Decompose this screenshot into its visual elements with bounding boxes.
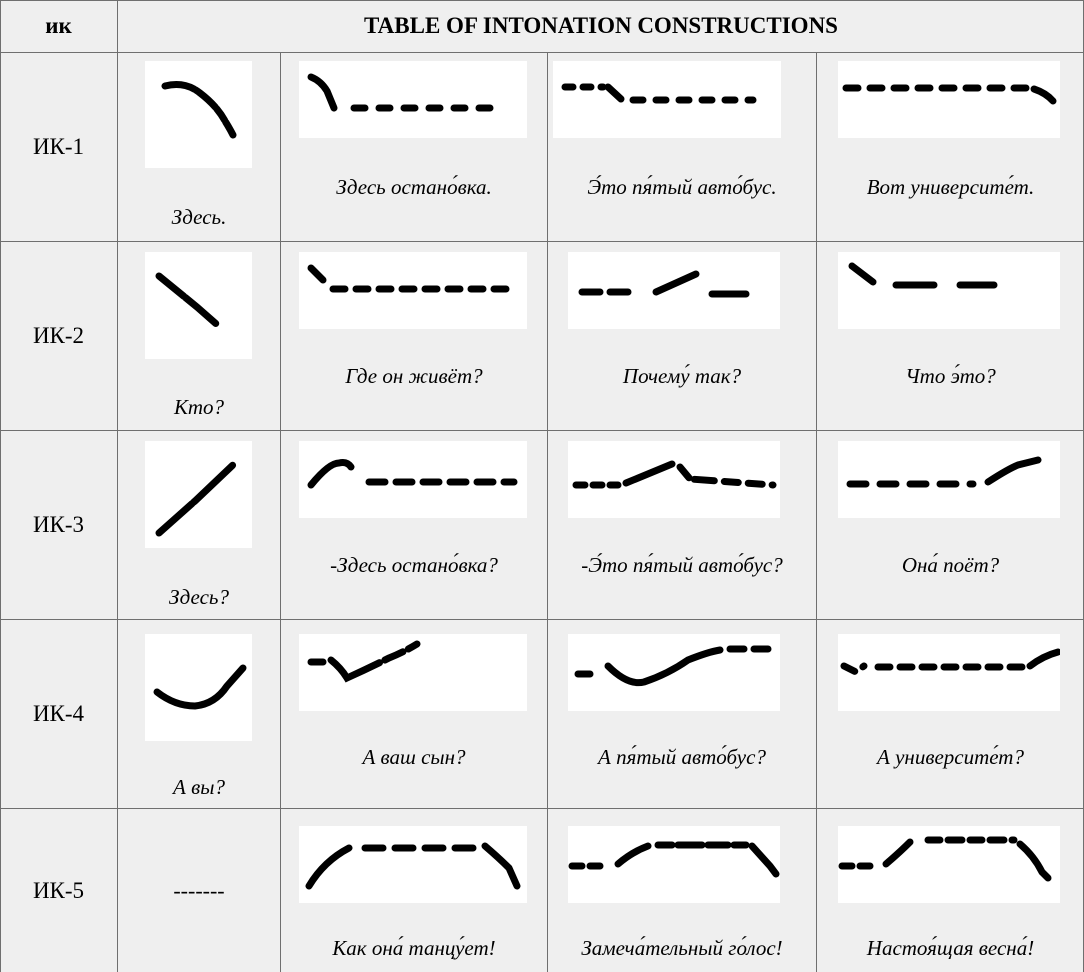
row-label-ik1: ИК-1 xyxy=(32,134,85,159)
example-ik5-1: Как она́ танцу́ет! xyxy=(332,936,496,960)
contour-ik5-ex2 xyxy=(568,826,780,903)
grid-line xyxy=(0,619,1084,620)
example-ik2-1: Где он живёт? xyxy=(345,364,483,388)
contour-ik2-short xyxy=(145,252,252,359)
contour-ik5-ex1 xyxy=(299,826,527,903)
row-label-ik3: ИК-3 xyxy=(32,512,85,537)
contour-ik4-short xyxy=(145,634,252,741)
contour-ik4-ex3 xyxy=(838,634,1060,711)
contour-ik1-short xyxy=(145,61,252,168)
example-ik5-2: Замеча́тельный го́лос! xyxy=(581,936,783,960)
grid-line xyxy=(280,52,281,972)
contour-ik4-ex2 xyxy=(568,634,780,711)
example-ik2-3: Что э́то? xyxy=(905,364,996,388)
example-ik4-3: А университе́т? xyxy=(877,745,1024,769)
contour-ik2-ex2 xyxy=(568,252,780,329)
grid-line xyxy=(0,808,1084,809)
example-ik3-1: -Здесь остано́вка? xyxy=(330,553,498,577)
short-example-ik5: ------- xyxy=(173,878,225,903)
contour-ik1-ex3 xyxy=(838,61,1060,138)
contour-ik4-ex1 xyxy=(299,634,527,711)
contour-ik2-ex3 xyxy=(838,252,1060,329)
grid-line xyxy=(816,52,817,972)
grid-line xyxy=(0,0,1,972)
contour-ik3-ex3 xyxy=(838,441,1060,518)
contour-ik3-ex1 xyxy=(299,441,527,518)
contour-ik1-ex1 xyxy=(299,61,527,138)
corner-header: ик xyxy=(45,13,72,38)
row-label-ik4: ИК-4 xyxy=(32,701,85,726)
example-ik1-1: Здесь остано́вка. xyxy=(336,175,492,199)
row-label-ik5: ИК-5 xyxy=(32,877,85,903)
contour-ik3-ex2 xyxy=(568,441,780,518)
example-ik1-2: Э́то пя́тый авто́бус. xyxy=(587,175,777,199)
grid-line xyxy=(0,0,1084,1)
example-ik3-3: Она́ поёт? xyxy=(901,553,1000,577)
row-label-ik2: ИК-2 xyxy=(32,323,85,348)
example-ik5-3: Настоя́щая весна́! xyxy=(866,936,1035,960)
table-title-header: TABLE OF INTONATION CONSTRUCTIONS xyxy=(364,13,838,38)
grid-line xyxy=(0,52,1084,53)
grid-line xyxy=(117,0,118,972)
contour-ik1-ex2 xyxy=(553,61,781,138)
contour-ik5-ex3 xyxy=(838,826,1060,903)
grid-line xyxy=(0,241,1084,242)
example-ik1-3: Вот университе́т. xyxy=(866,175,1035,199)
short-example-ik3: Здесь? xyxy=(169,585,229,609)
example-ik2-2: Почему́ так? xyxy=(622,364,742,388)
short-example-ik4: А вы? xyxy=(173,775,225,799)
example-ik3-2: -Э́то пя́тый авто́бус? xyxy=(581,553,783,577)
grid-line xyxy=(547,52,548,972)
contour-ik3-short xyxy=(145,441,252,548)
short-example-ik2: Кто? xyxy=(173,395,225,419)
short-example-ik1: Здесь. xyxy=(171,205,227,229)
grid-line xyxy=(0,430,1084,431)
example-ik4-2: А пя́тый авто́бус? xyxy=(598,745,766,769)
contour-ik2-ex1 xyxy=(299,252,527,329)
example-ik4-1: А ваш сын? xyxy=(362,745,466,769)
